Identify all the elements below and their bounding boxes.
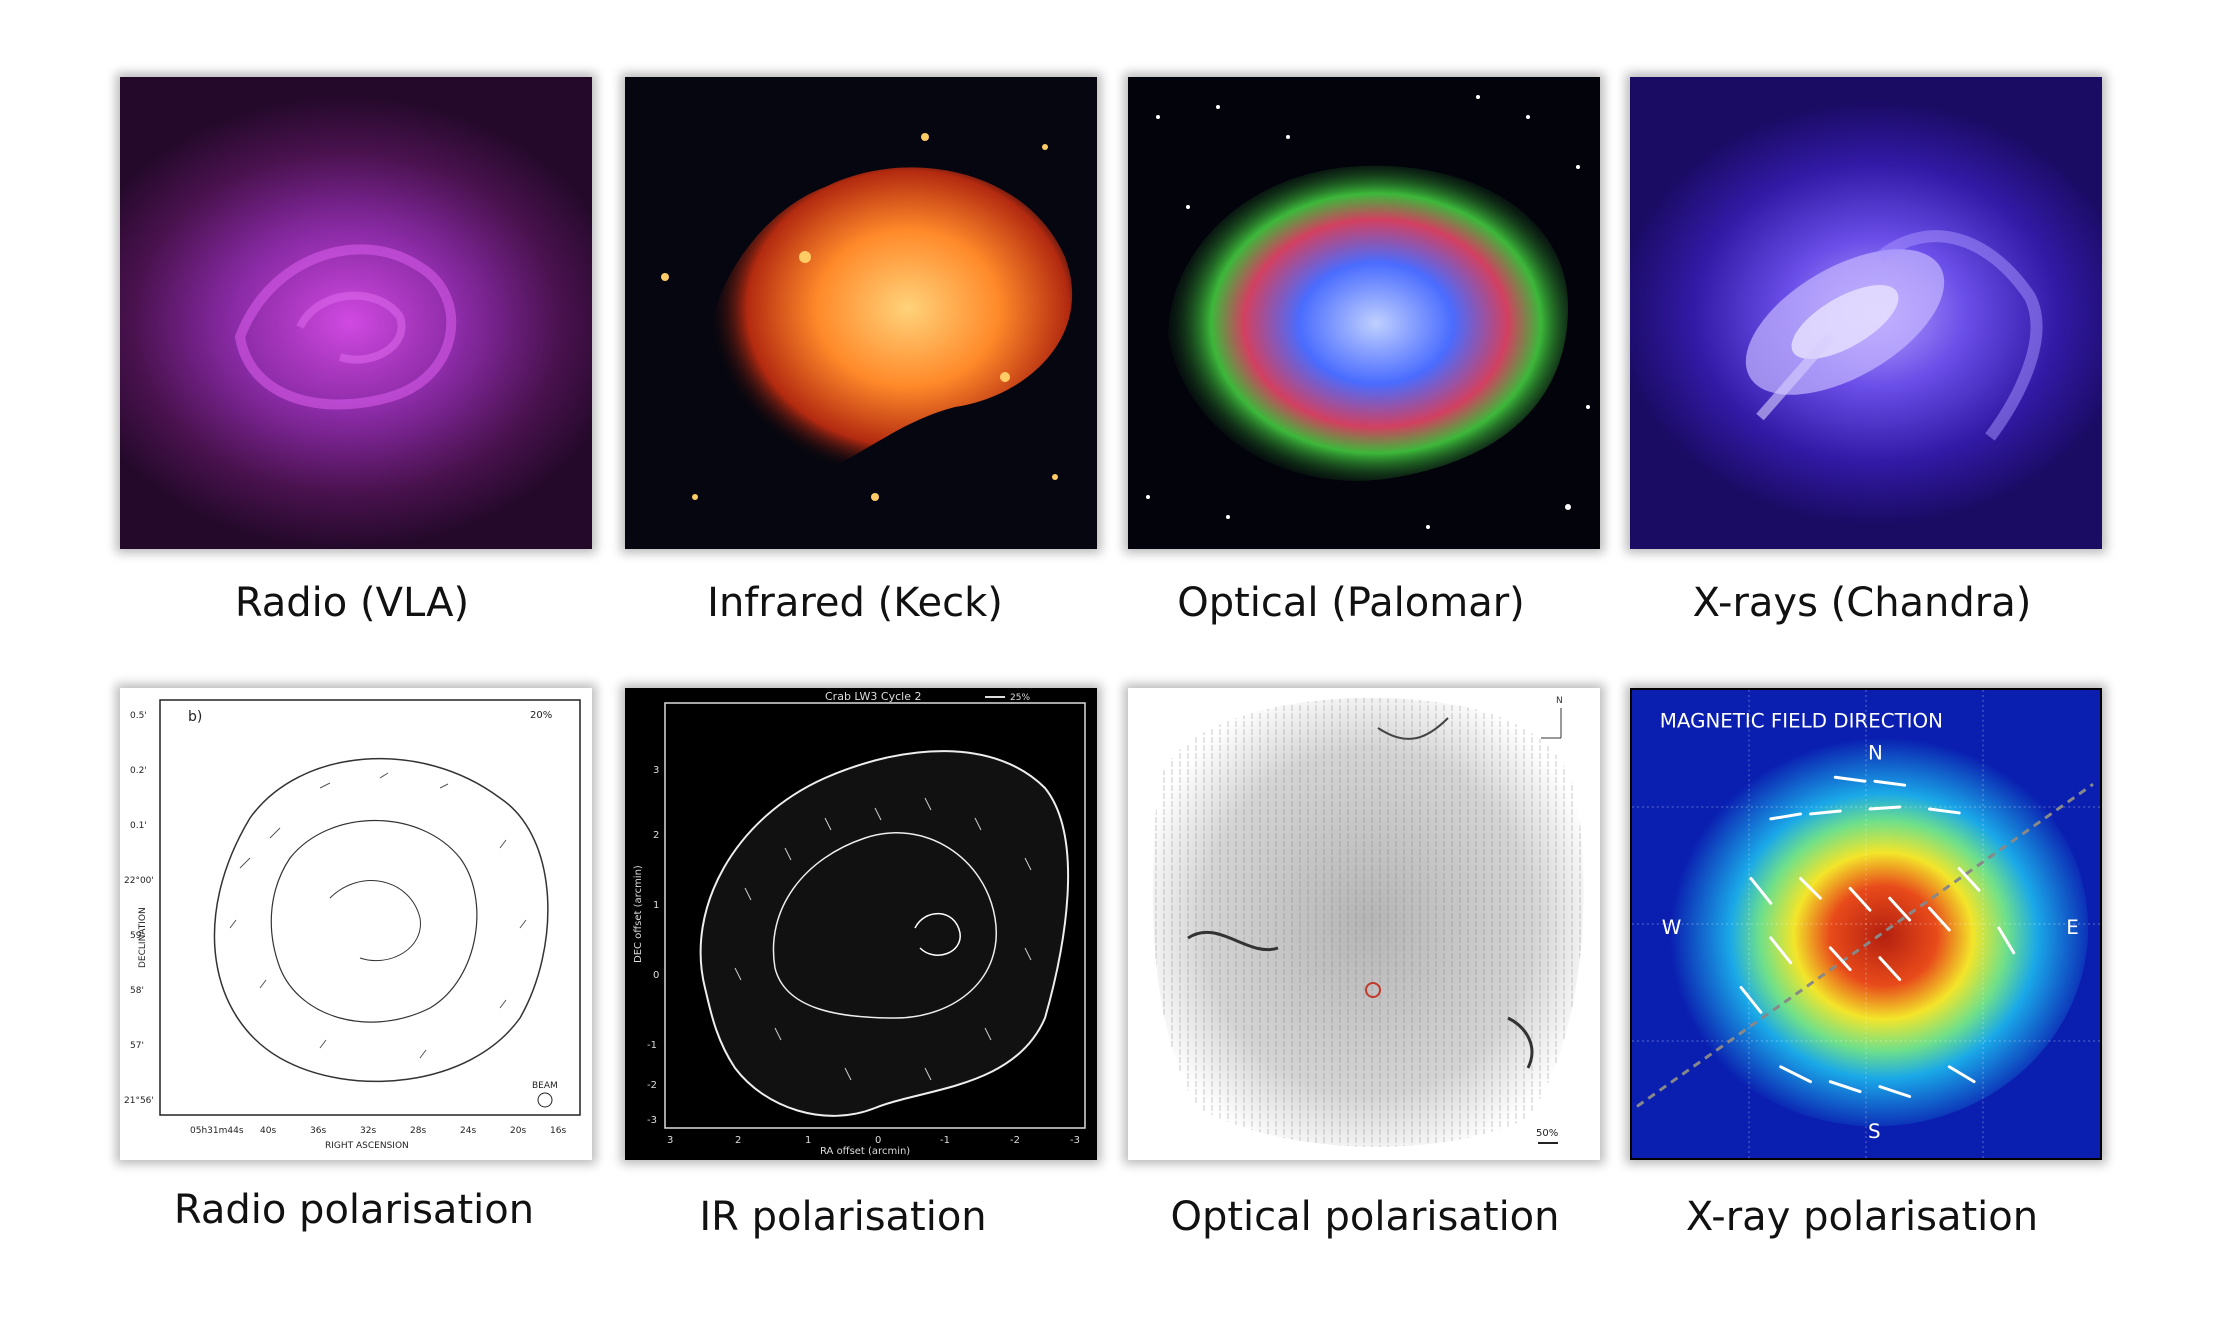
xray-chandra-image	[1630, 77, 2102, 549]
beam-label: BEAM	[532, 1081, 558, 1091]
x-tick: 1	[805, 1135, 811, 1146]
y-tick: 2	[653, 830, 659, 841]
x-tick: 20s	[510, 1126, 526, 1136]
ir-y-axis: DEC offset (arcmin)	[633, 865, 644, 963]
caption-xray-polarisation: X-ray polarisation	[1685, 1194, 2039, 1240]
y-tick: -2	[647, 1080, 657, 1091]
caption-infrared: Infrared (Keck)	[707, 580, 1003, 626]
y-tick: 0.1'	[130, 821, 147, 831]
ir-polarisation-graphic: Crab LW3 Cycle 2 25% RA offset (arcmin) …	[633, 690, 1086, 1157]
panel-label: b)	[188, 709, 202, 725]
ir-x-axis: RA offset (arcmin)	[820, 1146, 910, 1157]
infrared-nebula-graphic	[661, 133, 1073, 501]
x-tick: 24s	[460, 1126, 476, 1136]
radio-nebula-graphic	[180, 182, 520, 462]
x-tick: -1	[940, 1135, 950, 1146]
y-tick: 1	[653, 900, 659, 911]
caption-xray: X-rays (Chandra)	[1692, 580, 2032, 626]
y-tick: -1	[647, 1040, 657, 1051]
xray-polarisation-graphic: MAGNETIC FIELD DIRECTION N S W E	[1632, 690, 2100, 1158]
xray-polarisation-map: MAGNETIC FIELD DIRECTION N S W E	[1630, 688, 2102, 1160]
west-label: W	[1662, 916, 1682, 939]
optical-polarisation-graphic: N 50%	[1152, 696, 1584, 1147]
radio-polarisation-map: b) 20% BEAM DECLINATION RIGHT ASCENSION …	[120, 688, 592, 1160]
caption-radio-polarisation: Radio polarisation	[173, 1187, 535, 1233]
y-axis-label: DECLINATION	[138, 907, 148, 968]
radio-polarisation-graphic: b) 20% BEAM DECLINATION RIGHT ASCENSION …	[124, 699, 581, 1151]
north-label: N	[1556, 696, 1563, 706]
caption-optical-polarisation: Optical polarisation	[1170, 1194, 1560, 1240]
x-tick: -2	[1010, 1135, 1020, 1146]
caption-ir-polarisation: IR polarisation	[699, 1194, 987, 1240]
optical-polarisation-map: N 50%	[1128, 688, 1600, 1160]
opt-scale: 50%	[1536, 1128, 1558, 1139]
xpol-title: MAGNETIC FIELD DIRECTION	[1660, 710, 1943, 733]
x-tick: 28s	[410, 1126, 426, 1136]
ir-title: Crab LW3 Cycle 2	[825, 690, 921, 703]
ir-scale: 25%	[1010, 693, 1030, 703]
x-tick: -3	[1070, 1135, 1080, 1146]
ir-polarisation-map: Crab LW3 Cycle 2 25% RA offset (arcmin) …	[625, 688, 1097, 1160]
y-tick: 3	[653, 765, 659, 776]
optical-palomar-image	[1128, 77, 1600, 549]
north-label: N	[1868, 741, 1883, 764]
y-tick: 57'	[130, 1041, 144, 1051]
y-tick: -3	[647, 1115, 657, 1126]
x-tick: 36s	[310, 1126, 326, 1136]
xray-nebula-graphic	[1745, 230, 2043, 441]
south-label: S	[1868, 1120, 1881, 1143]
y-tick: 59'	[130, 931, 144, 941]
radio-vla-image	[120, 77, 592, 549]
y-tick: 0.2'	[130, 766, 147, 776]
x-tick: 05h31m44s	[190, 1126, 244, 1136]
x-tick: 2	[735, 1135, 741, 1146]
y-tick: 21°56'	[124, 1096, 154, 1106]
x-tick: 3	[667, 1135, 673, 1146]
y-tick: 0	[653, 970, 659, 981]
y-tick: 22°00'	[124, 876, 154, 886]
caption-optical: Optical (Palomar)	[1177, 580, 1525, 626]
infrared-keck-image	[625, 77, 1097, 549]
scale-label: 20%	[530, 710, 552, 721]
x-tick: 0	[875, 1135, 881, 1146]
y-tick: 0.5'	[130, 711, 147, 721]
x-axis-label: RIGHT ASCENSION	[325, 1141, 409, 1151]
east-label: E	[2066, 916, 2079, 939]
caption-radio: Radio (VLA)	[234, 580, 470, 626]
y-tick: 58'	[130, 986, 144, 996]
x-tick: 32s	[360, 1126, 376, 1136]
x-tick: 16s	[550, 1126, 566, 1136]
x-tick: 40s	[260, 1126, 276, 1136]
optical-nebula-graphic	[1146, 95, 1590, 529]
